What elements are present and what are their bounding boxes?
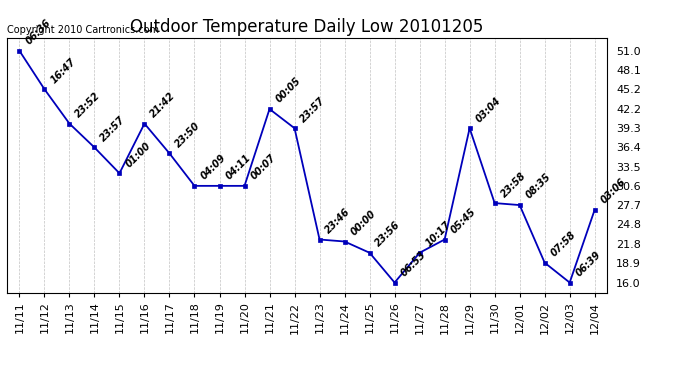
Text: 06:39: 06:39 — [574, 249, 603, 278]
Text: 23:57: 23:57 — [299, 95, 328, 124]
Text: 16:47: 16:47 — [48, 56, 77, 85]
Text: 23:57: 23:57 — [99, 114, 128, 143]
Text: 23:50: 23:50 — [174, 120, 203, 149]
Text: 03:04: 03:04 — [474, 95, 503, 124]
Text: 00:05: 00:05 — [274, 76, 303, 105]
Text: 04:11: 04:11 — [224, 153, 253, 182]
Text: 21:42: 21:42 — [148, 90, 177, 119]
Text: 08:35: 08:35 — [524, 172, 553, 201]
Text: 05:45: 05:45 — [448, 207, 477, 236]
Text: 23:56: 23:56 — [374, 220, 403, 249]
Text: 00:00: 00:00 — [348, 209, 377, 237]
Text: 01:00: 01:00 — [124, 140, 152, 169]
Text: 23:46: 23:46 — [324, 207, 353, 236]
Text: 06:53: 06:53 — [399, 249, 428, 278]
Text: 10:17: 10:17 — [424, 220, 453, 249]
Text: Copyright 2010 Cartronics.com: Copyright 2010 Cartronics.com — [7, 25, 159, 35]
Text: 23:58: 23:58 — [499, 170, 528, 199]
Text: 06:36: 06:36 — [23, 18, 52, 46]
Text: 03:06: 03:06 — [599, 177, 628, 206]
Title: Outdoor Temperature Daily Low 20101205: Outdoor Temperature Daily Low 20101205 — [130, 18, 484, 36]
Text: 04:09: 04:09 — [199, 153, 228, 182]
Text: 00:07: 00:07 — [248, 153, 277, 182]
Text: 07:58: 07:58 — [549, 230, 578, 258]
Text: 23:52: 23:52 — [74, 90, 103, 119]
